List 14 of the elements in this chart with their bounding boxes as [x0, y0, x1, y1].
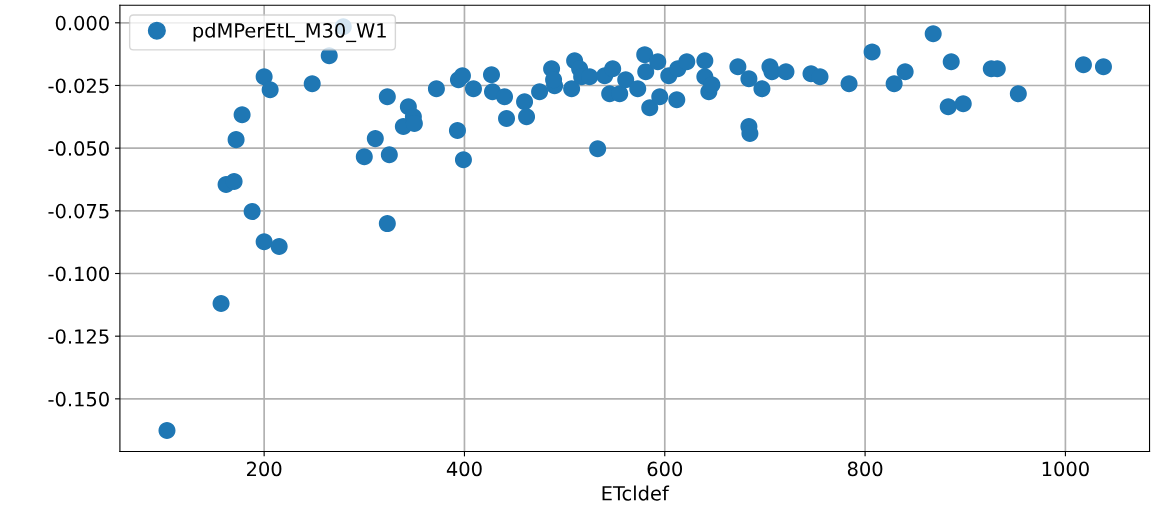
x-tick-label: 400 [446, 461, 482, 477]
y-tick-label: 0.000 [55, 15, 109, 31]
x-tick-label: 800 [847, 461, 883, 477]
y-tick-label: -0.025 [48, 78, 109, 94]
x-axis-title: ETcldef [602, 485, 670, 501]
x-tick-label: 1000 [1042, 461, 1089, 477]
x-tick-label: 200 [247, 461, 282, 477]
x-tick-label: 600 [647, 461, 683, 477]
y-tick-label: -0.100 [48, 266, 109, 282]
y-tick-label: -0.075 [48, 203, 109, 219]
legend-label: pdMPerEtL_M30_W1 [193, 22, 386, 43]
y-tick-label: -0.050 [48, 141, 109, 156]
y-tick-label: -0.150 [48, 391, 109, 407]
y-tick-label: -0.125 [48, 329, 109, 344]
